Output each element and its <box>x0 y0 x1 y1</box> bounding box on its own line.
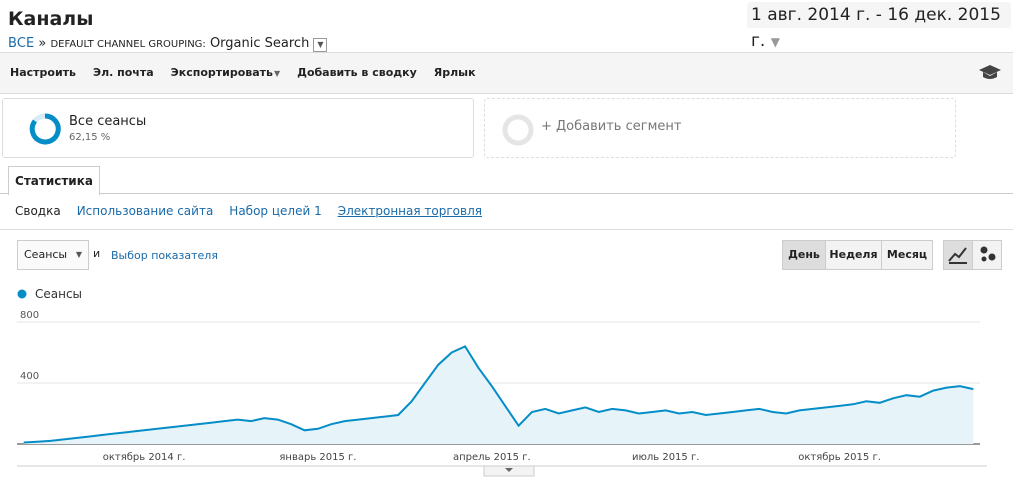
academy-icon[interactable] <box>978 63 1002 81</box>
toolbar-button[interactable]: Ярлык <box>433 66 476 79</box>
toolbar: Настроить Эл. почта Экспортировать▼ Добавит… <box>0 52 1013 94</box>
caret: ▼ <box>770 35 780 49</box>
metric-text: Сеансы <box>24 248 68 261</box>
bubble-icon <box>980 246 996 262</box>
toolbar-button[interactable]: Настроить <box>10 66 76 79</box>
divider <box>0 229 1013 230</box>
subtabs: Сводка Использование сайта Набор целей 1 Эл… <box>15 204 498 218</box>
subtab[interactable]: Сводка <box>15 204 61 218</box>
tab-line <box>0 193 1013 194</box>
legend-label: Сеансы <box>35 287 82 301</box>
breadcrumb: ВСЕ » DEFAULT CHANNEL GROUPING: Organic … <box>8 36 328 52</box>
caret: ▼ <box>273 69 281 78</box>
crumb-sep: » <box>38 36 47 51</box>
crumb-dropdown[interactable]: ▼ <box>313 38 328 52</box>
chart: Сеансы 400 800 октябрь 2014 г. январь 2015 г… <box>17 287 987 477</box>
x-tick-label: июль 2015 г. <box>632 452 699 463</box>
series-line <box>23 345 974 444</box>
tab[interactable]: Статистика <box>8 166 100 195</box>
legend-dot <box>17 289 27 299</box>
toolbar-button[interactable]: Добавить в сводку <box>297 66 417 79</box>
x-tick-label: январь 2015 г. <box>279 452 356 463</box>
line-chart-button[interactable] <box>943 240 973 270</box>
crumb-value[interactable]: Organic Search <box>209 36 310 51</box>
page-title: Каналы <box>8 8 94 30</box>
toolbar-button[interactable]: Экспортировать <box>170 66 273 79</box>
segment-name: Все сеансы <box>69 114 147 129</box>
x-tick-label: апрель 2015 г. <box>453 452 531 463</box>
period-button[interactable]: Неделя <box>825 240 882 270</box>
y-tick-label: 800 <box>20 310 39 321</box>
subtab[interactable]: Использование сайта <box>76 204 214 218</box>
segment-card[interactable]: Все сеансы 62,15 % <box>2 98 474 158</box>
period-button[interactable]: День <box>782 240 826 270</box>
collapse-arrow <box>505 468 513 472</box>
crumb-all[interactable]: ВСЕ <box>8 36 35 51</box>
motion-chart-button[interactable] <box>972 240 1002 270</box>
segment-share: 62,15 % <box>69 132 111 143</box>
y-tick-label: 400 <box>20 371 39 382</box>
line-icon <box>948 247 967 264</box>
period-button[interactable]: Месяц <box>881 240 933 270</box>
x-tick-label: октябрь 2014 г. <box>103 452 186 463</box>
metric-select[interactable]: Сеансы ▼ <box>17 240 89 270</box>
add-segment-card[interactable]: + Добавить сегмент <box>484 98 956 158</box>
metric-picker[interactable]: Выбор показателя <box>111 249 218 262</box>
segment-donut <box>29 113 61 145</box>
x-tick-label: октябрь 2015 г. <box>798 452 881 463</box>
crumb-dimension: DEFAULT CHANNEL GROUPING: <box>50 39 206 50</box>
toolbar-button[interactable]: Эл. почта <box>93 66 154 79</box>
add-segment: + Добавить сегмент <box>541 119 682 134</box>
subtab[interactable]: Электронная торговля <box>337 204 482 218</box>
subtab[interactable]: Набор целей 1 <box>229 204 322 218</box>
conjunction: и <box>93 247 101 260</box>
empty-donut <box>502 114 534 146</box>
caret: ▼ <box>75 250 82 259</box>
date-range[interactable]: 1 авг. 2014 г. - 16 дек. 2015 г. ▼ <box>747 2 1011 51</box>
date-text: 1 авг. 2014 г. - 16 дек. 2015 г. <box>751 5 1001 51</box>
